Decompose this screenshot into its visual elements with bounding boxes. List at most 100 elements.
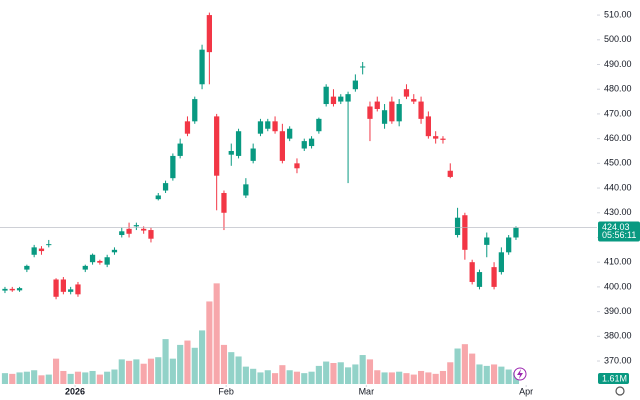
volume-bar [199, 330, 206, 384]
candle-body [162, 183, 169, 191]
volume-bar [323, 361, 330, 384]
volume-bar [469, 353, 476, 384]
volume-bar [330, 363, 337, 384]
volume-bar [228, 352, 235, 384]
volume-bar [16, 372, 23, 384]
candle-body [192, 99, 198, 122]
candle-body [89, 254, 96, 263]
volume-bar [498, 366, 505, 384]
countdown-label: 05:56:11 [602, 230, 636, 240]
y-tick-label: 480.00 [604, 84, 632, 94]
candle-body [235, 131, 242, 156]
candle-body [454, 217, 461, 236]
volume-bar [388, 372, 395, 384]
candle-body [411, 99, 417, 102]
y-tick-label: 400.00 [604, 281, 632, 291]
y-tick-label: 500.00 [604, 34, 632, 44]
volume-bar [206, 301, 213, 384]
volume-bar [293, 371, 301, 384]
volume-bar [60, 370, 67, 384]
candle-body [155, 195, 161, 200]
volume-bar [315, 365, 322, 384]
volume-bar [82, 372, 89, 384]
volume-bar [169, 358, 176, 384]
candle-body [498, 252, 504, 273]
y-tick-label: 430.00 [604, 207, 632, 217]
y-tick-label: 380.00 [604, 331, 632, 341]
y-tick-label: 490.00 [604, 59, 632, 69]
candle-body [418, 101, 424, 119]
candle-body [374, 101, 380, 109]
candle-body [316, 118, 322, 132]
candle-body [491, 267, 497, 287]
volume-bar [213, 283, 220, 384]
candle-body [396, 104, 402, 122]
volume-bar [147, 358, 155, 384]
candle-body [119, 231, 125, 236]
volume-bar [432, 373, 439, 384]
candle-body [425, 116, 431, 137]
candle-body [184, 121, 191, 134]
volume-bar [461, 344, 468, 384]
volume-bar [272, 373, 279, 384]
candle-body [360, 66, 366, 68]
y-tick-label: 440.00 [604, 182, 632, 192]
volume-bar [23, 371, 30, 384]
candle-body [484, 237, 490, 245]
y-tick-label: 450.00 [604, 158, 632, 168]
candle-body [2, 288, 8, 291]
candle-body [111, 249, 118, 253]
volume-bar [177, 344, 184, 384]
candle-body [462, 215, 468, 250]
volume-bar [74, 371, 82, 384]
candle-body [338, 96, 344, 102]
candle-body [82, 265, 88, 270]
y-tick-label: 370.00 [604, 355, 632, 365]
y-tick-label: 410.00 [604, 257, 632, 267]
candle-body [330, 96, 337, 105]
volume-bar [374, 370, 381, 384]
candle-body [177, 143, 183, 156]
volume-bar [9, 373, 16, 384]
volume-bar [366, 359, 374, 384]
candle-body [16, 288, 23, 291]
lightning-glyph [517, 369, 523, 379]
volume-bar [381, 372, 388, 384]
candle-body [403, 89, 410, 97]
volume-bar [301, 373, 308, 384]
candle-body [170, 155, 176, 179]
volume-bar [31, 370, 38, 384]
volume-bar [476, 364, 483, 384]
volume-bar [439, 370, 447, 384]
candle-body [433, 136, 439, 139]
volume-bar [396, 371, 403, 384]
volume-bar [1, 373, 9, 384]
volume-bar [483, 365, 490, 384]
volume-bar [425, 372, 432, 384]
candle-body [243, 184, 249, 196]
candle-body [141, 228, 147, 231]
volume-bar [264, 370, 271, 384]
candle-body [476, 272, 483, 287]
candle-body [97, 260, 103, 263]
candle-body [199, 49, 205, 85]
volume-bar [250, 368, 257, 384]
last-price-box [598, 221, 640, 242]
candle-body [148, 230, 154, 239]
volume-bar [155, 357, 162, 384]
settings-icon[interactable] [615, 386, 625, 396]
candle-body [257, 121, 264, 134]
volume-bar [133, 359, 140, 384]
candle-body [133, 225, 139, 227]
candle-body [60, 279, 66, 292]
candle-body [513, 227, 519, 238]
y-tick-label: 470.00 [604, 108, 632, 118]
candle-body [323, 86, 329, 105]
volume-bar [308, 371, 315, 384]
candle-body [75, 284, 81, 295]
volume-bar [410, 374, 417, 384]
candle-body [38, 248, 45, 252]
candle-body [301, 141, 307, 149]
